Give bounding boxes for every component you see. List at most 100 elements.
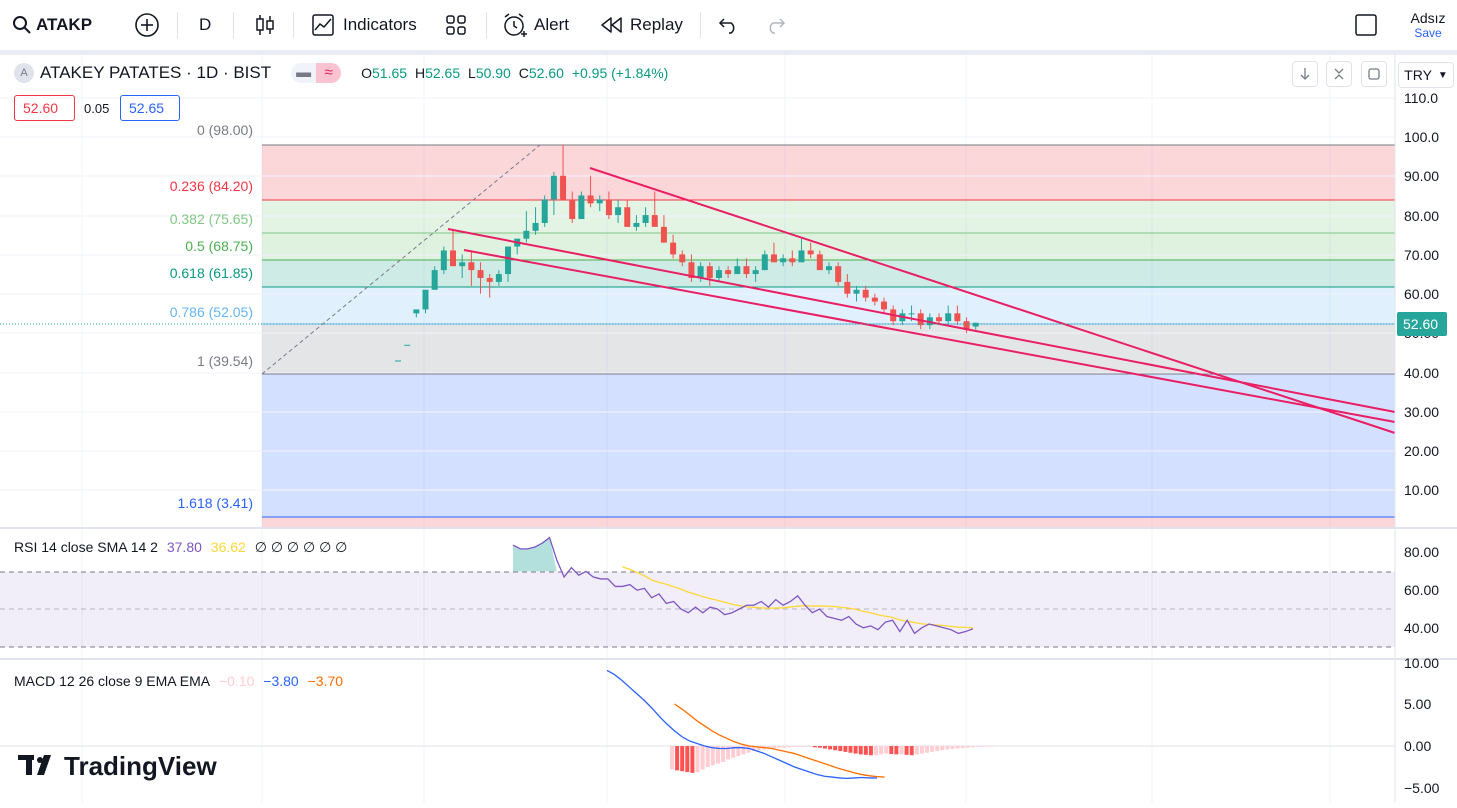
macd-hist-bar [858,746,863,755]
collapse-pane-button[interactable] [1326,61,1352,87]
square-icon [1355,14,1377,36]
toolbar-divider [177,12,178,38]
macd-hist-bar [945,746,950,750]
chart-canvas[interactable]: 0 (98.00) 0.236 (84.20) 0.382 (75.65) 0.… [0,55,1457,803]
maximize-pane-button[interactable] [1361,61,1387,87]
macd-tick: 5.00 [1404,696,1431,712]
trendline-middle[interactable] [447,228,1396,413]
interval-button[interactable]: D [199,0,211,50]
redo-button[interactable] [764,0,786,50]
macd-hist-bar [843,746,848,752]
tv-logo-icon [18,755,51,775]
macd-hist-bar [807,746,812,747]
trendlines[interactable] [447,167,1396,434]
candle-body [908,313,915,315]
alert-label: Alert [534,15,569,34]
candle-body [596,199,603,204]
macd-hist-bar [731,746,736,758]
scroll-down-button[interactable] [1292,61,1318,87]
vertical-gridlines [81,55,1331,803]
buy-price-button[interactable]: 52.65 [120,95,180,121]
candles-icon [256,15,274,35]
pane-separator[interactable] [0,658,1457,660]
candle-body [807,250,814,255]
macd-hist-bar [925,746,929,753]
indicators-button[interactable]: Indicators [311,0,417,50]
replay-button[interactable]: Replay [600,0,683,50]
symbol-title: ATAKEY PATATES · 1D · BIST [40,63,272,82]
candle-body [413,309,420,314]
macd-hist-bar [838,746,843,752]
price-tick: 40.00 [1404,365,1439,381]
macd-hist-bar [823,746,827,749]
visibility-toggle[interactable]: ▬ ≈ [291,63,342,83]
rsi-title: RSI 14 close SMA 14 2 [14,539,158,555]
candle-body [550,175,557,200]
alarm-clock-icon [504,13,527,37]
sell-price-button[interactable]: 52.60 [14,95,75,121]
symbol-legend[interactable]: A ATAKEY PATATES · 1D · BIST ▬ ≈ O51.65 … [14,63,668,83]
candle-body [624,207,631,227]
macd-hist-bar [863,746,868,755]
trendline-upper[interactable] [589,167,1396,434]
macd-hist-bar [741,746,746,755]
candle-body [881,301,888,310]
fib-label-1.618: 1.618 (3.41) [178,495,254,511]
candle-body [844,281,851,294]
replay-label: Replay [630,15,683,34]
candle-body [523,230,530,239]
candle-body [605,199,612,216]
alert-button[interactable]: Alert [502,0,569,50]
macd-line [606,669,877,779]
templates-button[interactable] [445,0,467,50]
fib-lines [262,144,1395,518]
candle-body [670,242,677,255]
chart-area[interactable]: 0 (98.00) 0.236 (84.20) 0.382 (75.65) 0.… [0,55,1457,803]
price-tick: 30.00 [1404,404,1439,420]
toolbar-shadow [0,50,1457,55]
undo-button[interactable] [718,0,740,50]
macd-hist-bar [848,746,853,753]
macd-hist-bar [685,746,690,773]
compare-symbol-button[interactable] [134,0,160,50]
rsi-legend[interactable]: RSI 14 close SMA 14 2 37.80 36.62 ∅ ∅ ∅ … [14,539,352,556]
candle-body [578,195,585,220]
fullscreen-button[interactable] [1354,0,1378,50]
currency-label: TRY [1404,67,1432,83]
currency-dropdown[interactable]: TRY ▼ [1398,62,1454,88]
candles [395,144,979,362]
fib-label-0: 0 (98.00) [197,122,253,138]
macd-hist-bar [721,746,725,762]
low-label: L [468,65,476,81]
price-axis[interactable] [1395,55,1457,528]
macd-hist-bar [889,746,894,754]
candle-body [541,199,548,223]
candle-body [715,270,722,278]
rsi-line [512,536,974,635]
symbol-label: ATAKP [36,15,93,34]
trendline-lower[interactable] [463,249,1396,423]
macd-title: MACD 12 26 close 9 EMA EMA [14,673,211,689]
macd-hist-bar [965,746,970,748]
indicators-icon [312,14,334,36]
open-value: 51.65 [372,65,408,81]
save-button[interactable]: Save [1414,26,1442,40]
indicators-label: Indicators [343,15,417,34]
price-tick: 110.0 [1404,90,1438,106]
layout-save[interactable]: Adsız Save [1400,10,1456,40]
symbol-search-button[interactable]: ATAKP [12,0,92,50]
macd-hist-bar [777,746,782,748]
pane-separator[interactable] [0,527,1457,529]
macd-value: −3.80 [263,673,299,689]
candle-body [633,222,640,227]
macd-legend[interactable]: MACD 12 26 close 9 EMA EMA −0.10 −3.80 −… [14,673,348,689]
rsi-tick: 40.00 [1404,620,1439,636]
chart-type-button[interactable] [254,0,276,50]
fib-label-0.618: 0.618 (61.85) [170,265,253,281]
macd-hist-bar [675,746,680,771]
fib-zone-0.618-0.786 [262,287,1395,324]
price-tick: 20.00 [1404,443,1439,459]
candle-body [679,254,686,263]
candle-body [871,297,878,302]
tradingview-logo[interactable]: TradingView [18,751,217,781]
